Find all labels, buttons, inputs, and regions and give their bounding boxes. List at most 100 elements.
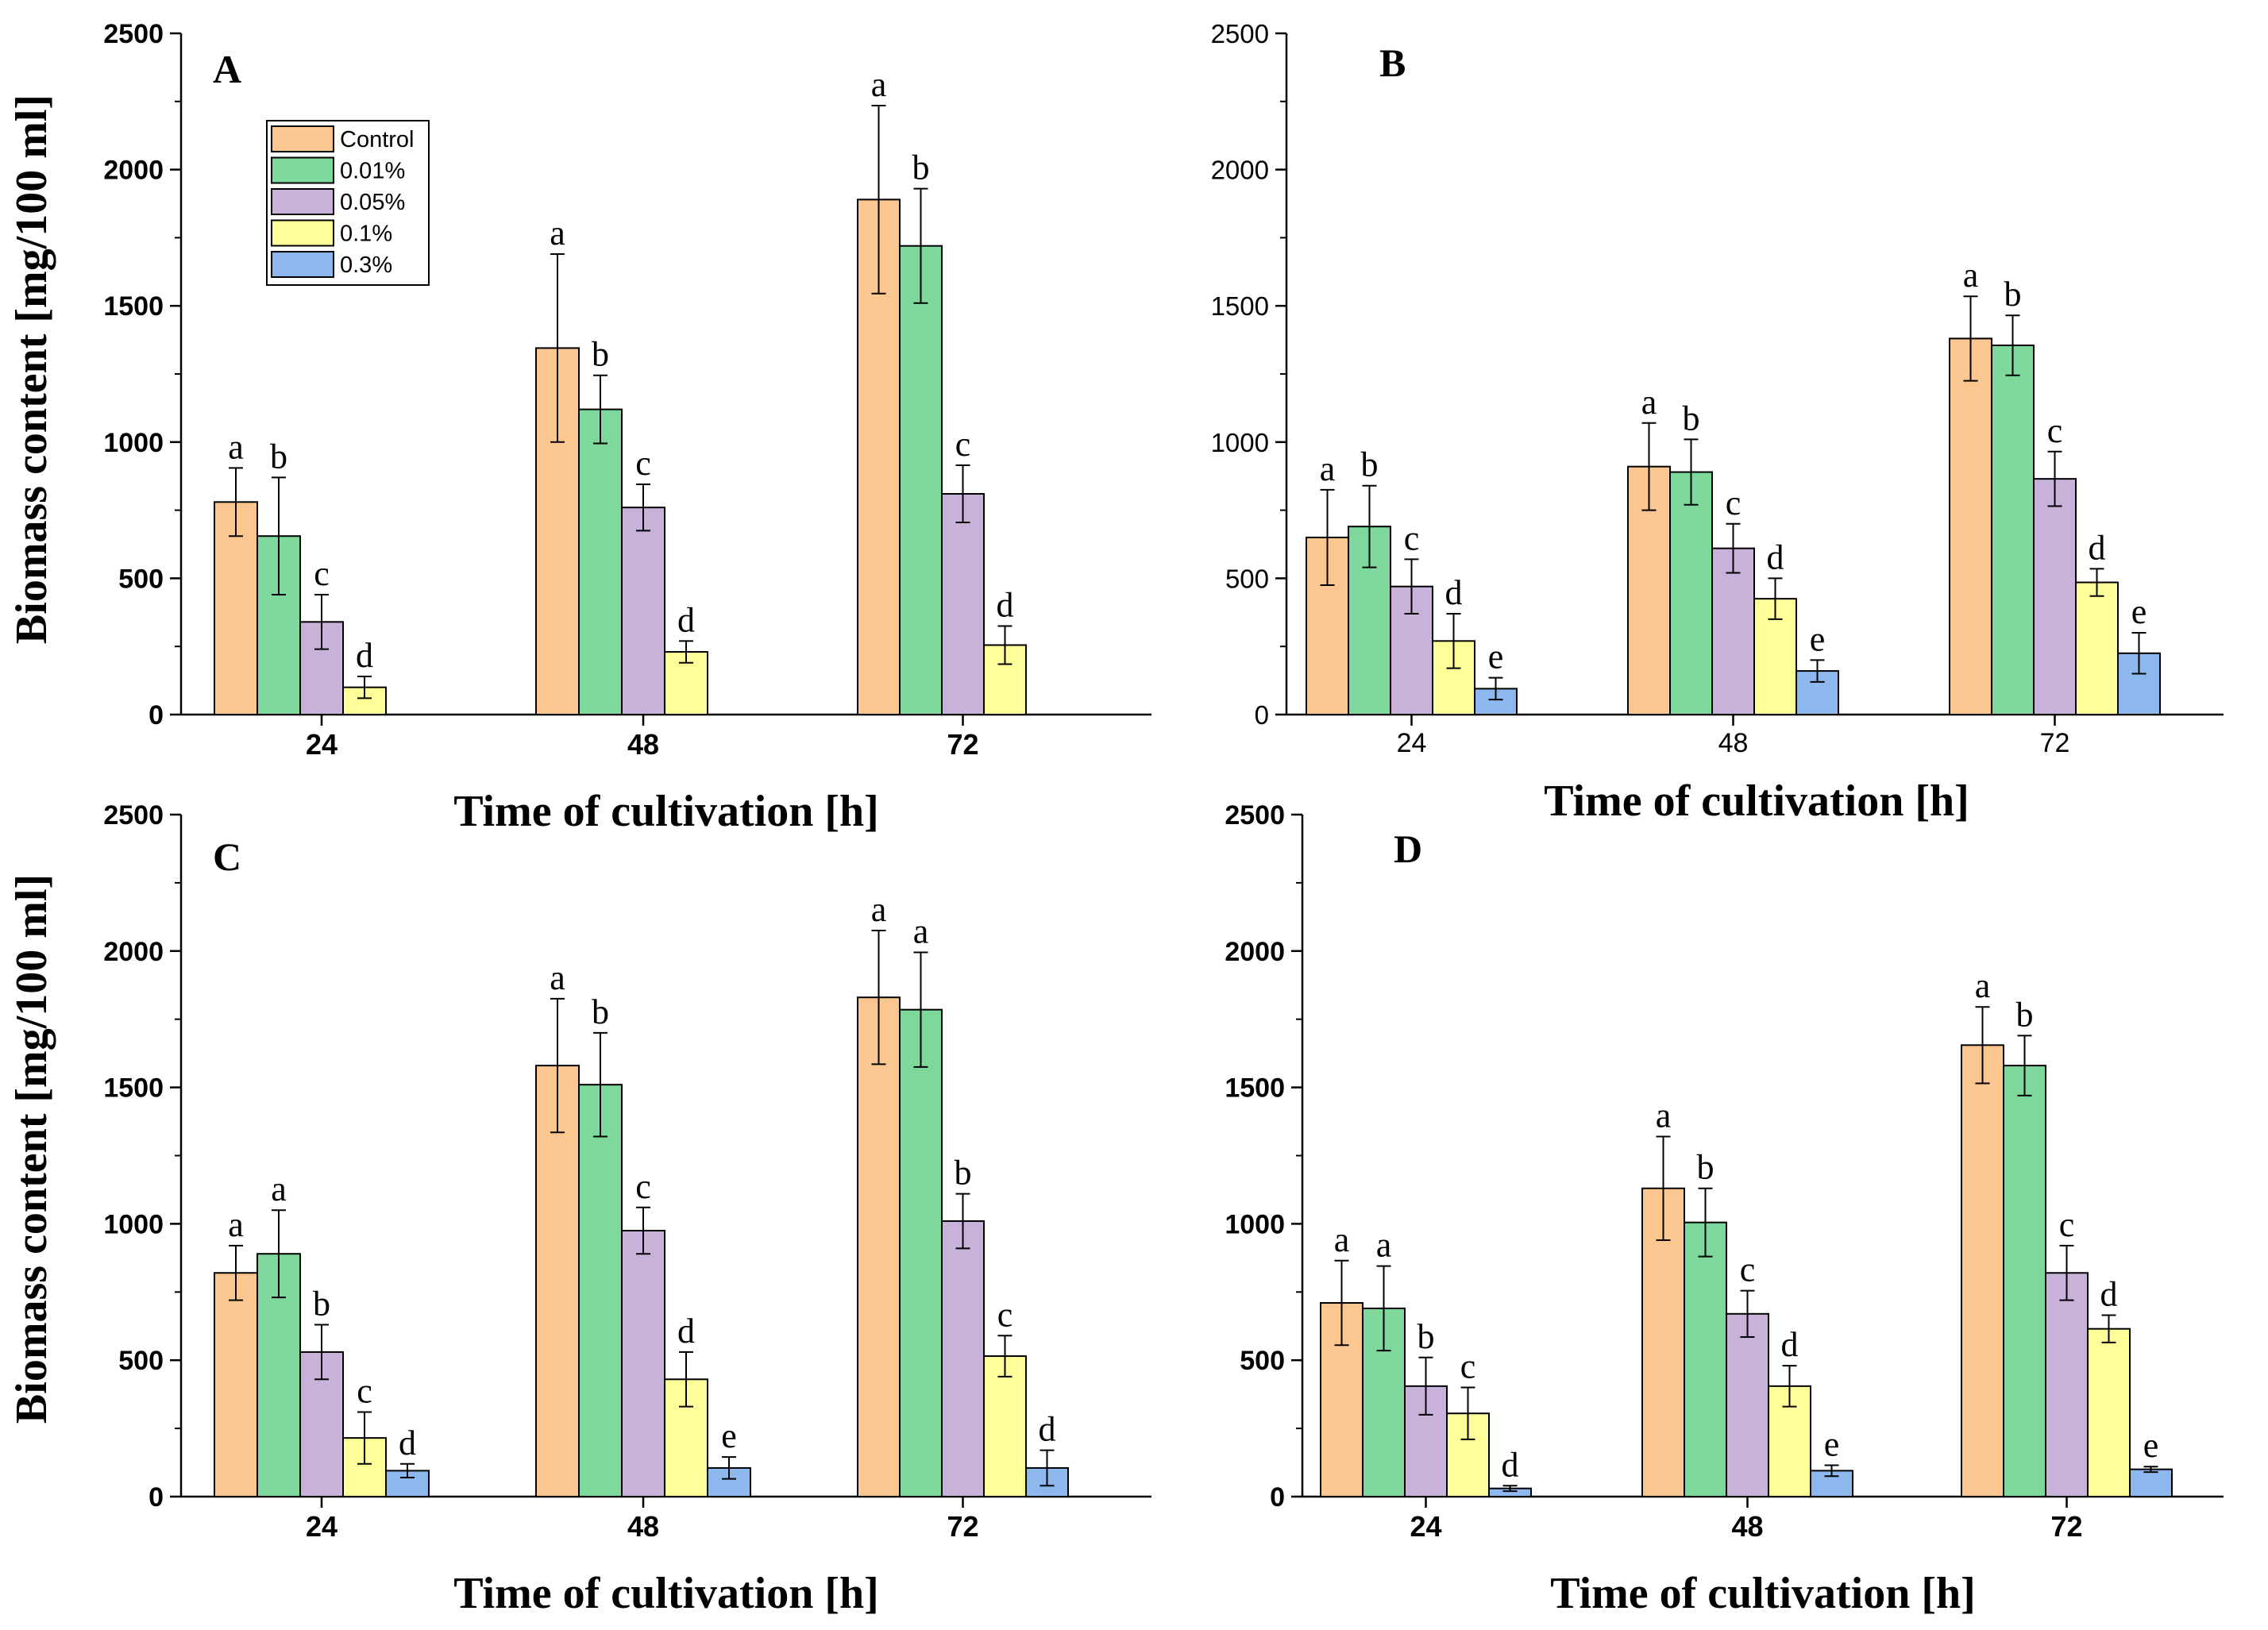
sig-letter-c-24-0p1pct: c xyxy=(357,1371,372,1410)
bar-d-72-0p01pct xyxy=(2003,1065,2046,1498)
sig-letter-d-48-0p01pct: b xyxy=(1697,1148,1714,1187)
sig-letter-b-72-control: a xyxy=(1963,256,1979,295)
y-tick-label-c-2000: 2000 xyxy=(103,937,164,967)
sig-letter-c-72-0p3pct: d xyxy=(1039,1410,1056,1449)
sig-letter-b-24-0p05pct: c xyxy=(1404,518,1420,557)
x-tick-label-c-24: 24 xyxy=(306,1510,338,1543)
y-axis-title-bottom: Biomass content [mg/100 ml] xyxy=(7,874,56,1424)
x-tick-label-b-24: 24 xyxy=(1397,728,1427,758)
y-tick-label-c-1500: 1500 xyxy=(103,1073,164,1104)
sig-letter-c-24-0p05pct: b xyxy=(313,1285,330,1324)
y-tick-label-b-0: 0 xyxy=(1255,700,1269,730)
bar-c-72-0p01pct xyxy=(899,1008,943,1497)
y-tick-label-b-1000: 1000 xyxy=(1211,428,1269,457)
panel-letter-d: D xyxy=(1394,827,1422,871)
y-tick-label-b-2000: 2000 xyxy=(1211,156,1269,185)
y-tick-label-d-0: 0 xyxy=(1270,1482,1285,1512)
y-tick-label-d-500: 500 xyxy=(1240,1346,1285,1376)
x-axis-title-a: Time of cultivation [h] xyxy=(453,787,879,836)
legend-swatch-0p1pct xyxy=(271,219,334,247)
bar-c-72-0p05pct xyxy=(941,1220,985,1497)
bar-b-72-control xyxy=(1949,337,1992,715)
sig-letter-c-72-0p01pct: a xyxy=(913,912,929,951)
bar-a-48-0p01pct xyxy=(578,408,623,716)
sig-letter-a-72-control: a xyxy=(871,65,887,104)
y-tick-label-d-1000: 1000 xyxy=(1225,1209,1285,1239)
sig-letter-c-72-0p1pct: c xyxy=(997,1295,1013,1334)
x-tick-label-a-72: 72 xyxy=(947,728,978,761)
legend-swatch-0p3pct xyxy=(271,251,334,278)
x-tick-label-c-72: 72 xyxy=(947,1510,978,1543)
bar-c-72-control xyxy=(857,996,901,1498)
y-tick-label-d-2000: 2000 xyxy=(1225,937,1285,967)
sig-letter-d-72-0p3pct: e xyxy=(2143,1426,2159,1465)
bar-a-72-0p05pct xyxy=(941,493,985,715)
legend-label-control: Control xyxy=(340,127,415,152)
sig-letter-a-72-0p01pct: b xyxy=(912,148,930,187)
sig-letter-d-72-control: a xyxy=(1975,966,1991,1005)
bar-b-72-0p01pct xyxy=(1991,344,2035,715)
y-tick-label-a-1500: 1500 xyxy=(103,291,164,322)
sig-letter-d-48-control: a xyxy=(1656,1096,1672,1135)
panel-letter-a: A xyxy=(213,47,241,91)
bar-b-72-0p1pct xyxy=(2075,581,2119,715)
sig-letter-b-24-0p01pct: b xyxy=(1361,445,1379,484)
sig-letter-d-24-control: a xyxy=(1334,1220,1350,1259)
y-tick-label-a-2000: 2000 xyxy=(103,156,164,186)
legend-swatch-control xyxy=(271,125,334,152)
bar-d-72-0p3pct xyxy=(2129,1468,2173,1498)
bar-b-72-0p05pct xyxy=(2033,478,2077,716)
bar-d-72-0p05pct xyxy=(2045,1272,2089,1498)
y-tick-label-d-1500: 1500 xyxy=(1225,1073,1285,1104)
bar-c-48-0p05pct xyxy=(621,1229,665,1497)
sig-letter-d-48-0p3pct: e xyxy=(1824,1424,1840,1463)
x-tick-label-b-48: 48 xyxy=(1718,728,1749,758)
sig-letter-c-24-0p3pct: d xyxy=(399,1424,416,1462)
x-tick-label-a-24: 24 xyxy=(306,728,338,761)
panel-letter-b: B xyxy=(1379,40,1406,85)
bar-d-72-control xyxy=(1961,1044,2004,1498)
legend: Control 0.01% 0.05% 0.1% 0.3% xyxy=(266,120,430,286)
sig-letter-b-24-control: a xyxy=(1320,449,1336,488)
y-tick-label-b-500: 500 xyxy=(1225,564,1269,593)
bar-a-72-0p01pct xyxy=(899,245,943,716)
sig-letter-b-48-0p1pct: d xyxy=(1767,538,1784,576)
sig-letter-b-48-0p01pct: b xyxy=(1683,399,1700,437)
sig-letter-c-72-control: a xyxy=(871,890,887,929)
legend-label-0p3pct: 0.3% xyxy=(340,252,392,278)
y-tick-label-a-0: 0 xyxy=(148,700,164,730)
sig-letter-d-48-0p05pct: c xyxy=(1740,1250,1756,1289)
sig-letter-c-48-0p3pct: e xyxy=(721,1416,737,1455)
sig-letter-d-24-0p01pct: a xyxy=(1376,1226,1392,1265)
sig-letter-a-24-control: a xyxy=(228,427,244,466)
panel-letter-c: C xyxy=(213,834,241,879)
sig-letter-a-48-0p01pct: b xyxy=(592,335,609,374)
y-tick-label-b-2500: 2500 xyxy=(1211,19,1269,48)
sig-letter-d-48-0p1pct: d xyxy=(1781,1325,1799,1364)
bar-d-72-0p1pct xyxy=(2087,1328,2131,1498)
sig-letter-d-24-0p1pct: c xyxy=(1460,1347,1476,1386)
sig-letter-c-72-0p05pct: b xyxy=(955,1154,972,1193)
bar-d-48-0p05pct xyxy=(1726,1312,1769,1497)
sig-letter-b-24-0p3pct: e xyxy=(1488,638,1504,676)
x-tick-label-a-48: 48 xyxy=(627,728,659,761)
sig-letter-b-72-0p3pct: e xyxy=(2131,592,2147,631)
sig-letter-a-48-0p1pct: d xyxy=(677,600,695,639)
sig-letter-d-72-0p1pct: d xyxy=(2100,1275,2118,1314)
bar-c-24-control xyxy=(214,1272,258,1498)
y-tick-label-c-500: 500 xyxy=(118,1346,164,1376)
sig-letter-c-24-control: a xyxy=(228,1205,244,1244)
sig-letter-a-72-0p05pct: c xyxy=(955,425,971,464)
sig-letter-c-48-control: a xyxy=(550,958,565,997)
legend-label-0p05pct: 0.05% xyxy=(340,190,405,215)
y-tick-label-c-0: 0 xyxy=(148,1482,164,1512)
x-axis-title-c: Time of cultivation [h] xyxy=(453,1569,879,1618)
y-tick-label-d-2500: 2500 xyxy=(1225,800,1285,830)
bar-a-48-0p05pct xyxy=(621,507,665,716)
sig-letter-c-48-0p05pct: c xyxy=(635,1167,651,1206)
sig-letter-a-24-0p01pct: b xyxy=(270,437,287,476)
